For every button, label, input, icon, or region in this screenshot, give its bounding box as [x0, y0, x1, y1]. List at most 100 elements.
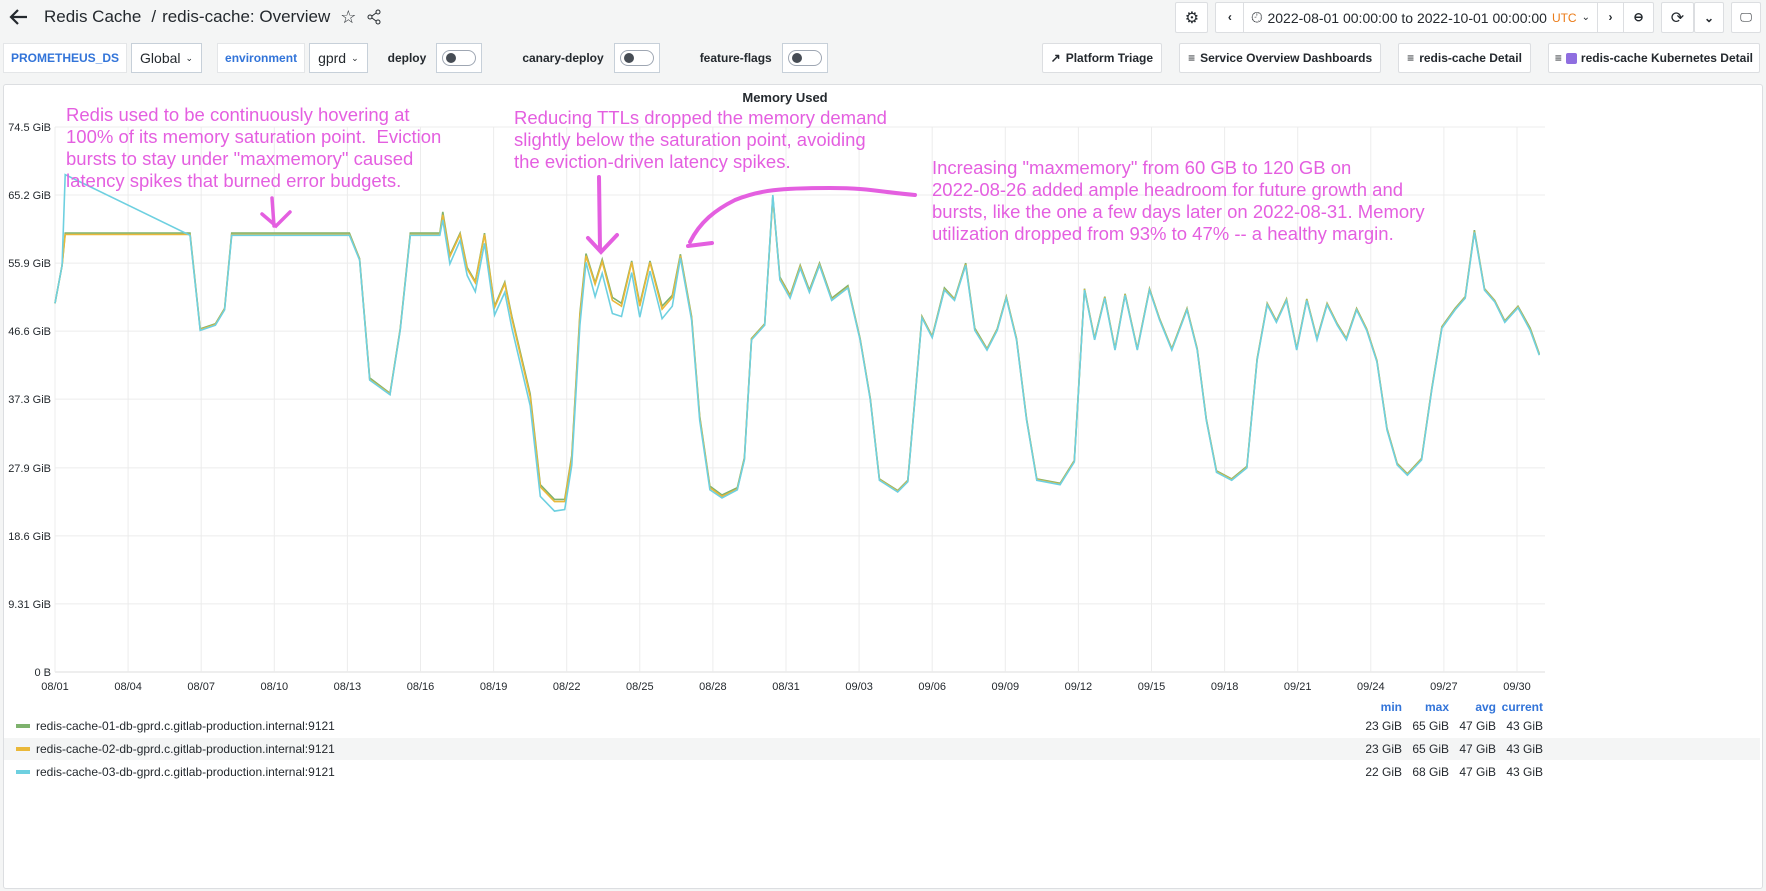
annotation-saturation: Redis used to be continuously hovering a… — [66, 104, 442, 191]
x-tick-label: 08/19 — [480, 681, 508, 693]
series-color-swatch — [16, 747, 30, 751]
dashboard-settings-button[interactable]: ⚙ — [1175, 2, 1209, 33]
external-link-icon: ↗ — [1050, 51, 1061, 65]
legend-row[interactable]: redis-cache-01-db-gprd.c.gitlab-producti… — [4, 715, 1760, 737]
y-tick-label: 55.9 GiB — [8, 258, 51, 270]
x-tick-label: 08/10 — [261, 681, 289, 693]
time-picker: ‹ 🕘︎ 2022-08-01 00:00:00 to 2022-10-01 0… — [1215, 2, 1654, 33]
x-tick-label: 08/31 — [772, 681, 800, 693]
variable-label-canary-deploy: canary-deploy — [522, 51, 604, 65]
x-tick-label: 09/18 — [1211, 681, 1239, 693]
time-range-button[interactable]: 🕘︎ 2022-08-01 00:00:00 to 2022-10-01 00:… — [1244, 9, 1597, 26]
legend-header-max[interactable]: max — [1424, 700, 1449, 714]
x-tick-label: 09/27 — [1430, 681, 1458, 693]
y-tick-label: 37.3 GiB — [8, 394, 51, 406]
x-tick-label: 09/24 — [1357, 681, 1385, 693]
share-button[interactable] — [366, 9, 382, 25]
variable-label-deploy: deploy — [387, 51, 427, 65]
legend-current-value: 43 GiB — [1506, 742, 1543, 756]
x-tick-label: 08/28 — [699, 681, 727, 693]
legend-max-value: 65 GiB — [1412, 742, 1449, 756]
time-back-button[interactable]: ‹ — [1216, 3, 1245, 32]
legend-min-value: 23 GiB — [1365, 742, 1402, 756]
variable-value: Global — [140, 50, 181, 66]
y-tick-label: 27.9 GiB — [8, 463, 51, 475]
breadcrumb: Redis Cache / redis-cache: Overview — [44, 7, 330, 27]
x-tick-label: 09/21 — [1284, 681, 1312, 693]
timezone-label: UTC — [1551, 10, 1577, 25]
menu-icon: ≡ — [1554, 51, 1562, 65]
top-bar-right: ⚙ ‹ 🕘︎ 2022-08-01 00:00:00 to 2022-10-01… — [1175, 2, 1761, 33]
link-label: Platform Triage — [1065, 51, 1154, 65]
link-service-overview-dashboards[interactable]: ≡ Service Overview Dashboards — [1179, 43, 1382, 73]
legend-min-value: 22 GiB — [1365, 765, 1402, 779]
series-name[interactable]: redis-cache-02-db-gprd.c.gitlab-producti… — [36, 742, 335, 756]
series-color-swatch — [16, 724, 30, 728]
refresh-interval-dropdown[interactable]: ⌄ — [1694, 2, 1724, 33]
panel-title[interactable]: Memory Used — [742, 90, 828, 105]
link-redis-cache-detail[interactable]: ≡ redis-cache Detail — [1398, 43, 1531, 73]
refresh-icon: ⟳ — [1670, 9, 1685, 27]
y-tick-label: 65.2 GiB — [8, 190, 51, 202]
series-name[interactable]: redis-cache-01-db-gprd.c.gitlab-producti… — [36, 719, 335, 733]
kubernetes-icon — [1565, 52, 1577, 64]
y-tick-label: 0 B — [34, 667, 51, 679]
legend-max-value: 65 GiB — [1412, 719, 1449, 733]
deploy-toggle[interactable] — [436, 43, 483, 73]
series-name[interactable]: redis-cache-03-db-gprd.c.gitlab-producti… — [36, 765, 335, 779]
menu-icon: ≡ — [1407, 51, 1415, 65]
legend-max-value: 68 GiB — [1412, 765, 1449, 779]
legend-header-current[interactable]: current — [1501, 700, 1543, 714]
x-tick-label: 08/07 — [187, 681, 215, 693]
legend-header-min[interactable]: min — [1380, 700, 1402, 714]
series-line-3 — [54, 173, 1541, 512]
x-tick-label: 08/01 — [41, 681, 69, 693]
legend-row[interactable]: redis-cache-03-db-gprd.c.gitlab-producti… — [4, 761, 1760, 783]
variable-select-environment[interactable]: gprd ⌄ — [309, 43, 368, 73]
zoom-out-icon: ⊖ — [1633, 10, 1644, 24]
chevron-down-icon: ⌄ — [1703, 10, 1715, 25]
x-tick-label: 09/03 — [845, 681, 873, 693]
legend-min-value: 23 GiB — [1365, 719, 1402, 733]
variable-label-prometheus-ds: PROMETHEUS_DS — [3, 43, 128, 73]
link-platform-triage[interactable]: ↗ Platform Triage — [1041, 43, 1163, 73]
arrow-left-icon — [9, 9, 27, 25]
time-range-text: 2022-08-01 00:00:00 to 2022-10-01 00:00:… — [1267, 9, 1547, 26]
x-tick-label: 08/13 — [334, 681, 362, 693]
star-button[interactable]: ☆ — [340, 7, 356, 28]
series-color-swatch — [16, 770, 30, 774]
page-title[interactable]: redis-cache: Overview — [162, 7, 331, 26]
y-tick-label: 46.6 GiB — [8, 326, 51, 338]
menu-icon: ≡ — [1188, 51, 1196, 65]
legend-current-value: 43 GiB — [1506, 765, 1543, 779]
x-tick-label: 09/09 — [992, 681, 1020, 693]
tv-mode-button[interactable]: 🖵︎ — [1731, 2, 1761, 33]
x-tick-label: 09/15 — [1138, 681, 1166, 693]
annotation-maxmemory: Increasing "maxmemory" from 60 GB to 120… — [932, 157, 1425, 244]
link-label: redis-cache Detail — [1419, 51, 1522, 65]
x-tick-label: 09/30 — [1503, 681, 1531, 693]
time-forward-button[interactable]: › — [1597, 3, 1623, 32]
legend-avg-value: 47 GiB — [1459, 719, 1496, 733]
refresh-button[interactable]: ⟳ — [1661, 2, 1694, 33]
gear-icon: ⚙ — [1184, 9, 1200, 27]
breadcrumb-separator: / — [151, 7, 157, 26]
breadcrumb-folder[interactable]: Redis Cache — [44, 7, 142, 26]
toggle-switch — [787, 50, 822, 66]
x-tick-label: 08/16 — [407, 681, 435, 693]
canary-deploy-toggle[interactable] — [613, 43, 660, 73]
x-tick-label: 08/25 — [626, 681, 654, 693]
variable-select-prometheus-ds[interactable]: Global ⌄ — [131, 43, 203, 73]
x-tick-label: 09/12 — [1065, 681, 1093, 693]
legend-header-avg[interactable]: avg — [1475, 700, 1496, 714]
annotation-ttl: Reducing TTLs dropped the memory demand … — [514, 107, 887, 172]
zoom-out-button[interactable]: ⊖ — [1623, 3, 1653, 32]
star-icon: ☆ — [340, 6, 357, 27]
y-tick-label: 9.31 GiB — [8, 599, 51, 611]
back-button[interactable] — [8, 6, 30, 28]
chevron-down-icon: ⌄ — [185, 52, 194, 63]
dashboard-links: ↗ Platform Triage ≡ Service Overview Dashb… — [1041, 43, 1760, 73]
legend-row[interactable]: redis-cache-02-db-gprd.c.gitlab-producti… — [4, 738, 1760, 760]
feature-flags-toggle[interactable] — [781, 43, 828, 73]
link-redis-cache-kubernetes-detail[interactable]: ≡ redis-cache Kubernetes Detail — [1547, 43, 1760, 73]
